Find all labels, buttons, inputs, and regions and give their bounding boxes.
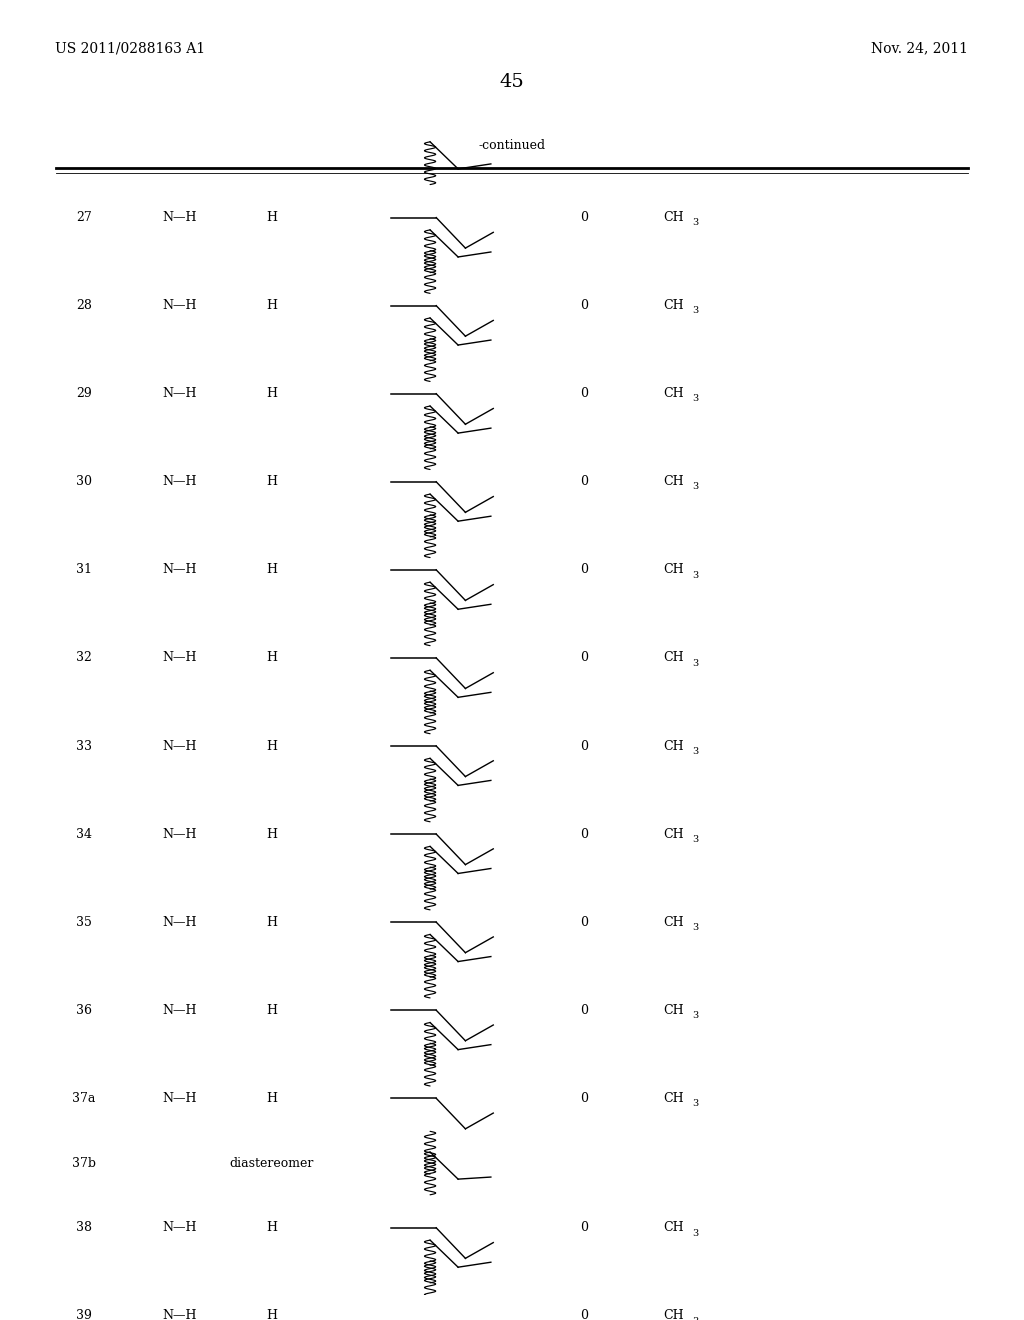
Text: H: H xyxy=(266,1092,276,1105)
Text: 3: 3 xyxy=(692,1011,698,1020)
Text: H: H xyxy=(266,1003,276,1016)
Text: N—H: N—H xyxy=(162,211,197,224)
Text: 29: 29 xyxy=(76,387,92,400)
Text: H: H xyxy=(266,387,276,400)
Text: CH: CH xyxy=(664,564,684,577)
Text: 28: 28 xyxy=(76,300,92,312)
Text: N—H: N—H xyxy=(162,387,197,400)
Text: CH: CH xyxy=(664,916,684,929)
Text: N—H: N—H xyxy=(162,1309,197,1320)
Text: -continued: -continued xyxy=(478,139,546,152)
Text: 3: 3 xyxy=(692,218,698,227)
Text: 27: 27 xyxy=(76,211,92,224)
Text: 0: 0 xyxy=(580,475,588,488)
Text: CH: CH xyxy=(664,1221,684,1234)
Text: 32: 32 xyxy=(76,652,92,664)
Text: N—H: N—H xyxy=(162,828,197,841)
Text: N—H: N—H xyxy=(162,916,197,929)
Text: 0: 0 xyxy=(580,652,588,664)
Text: 3: 3 xyxy=(692,1229,698,1238)
Text: N—H: N—H xyxy=(162,1221,197,1234)
Text: 0: 0 xyxy=(580,1221,588,1234)
Text: 0: 0 xyxy=(580,1309,588,1320)
Text: 31: 31 xyxy=(76,564,92,577)
Text: 0: 0 xyxy=(580,739,588,752)
Text: 0: 0 xyxy=(580,387,588,400)
Text: 3: 3 xyxy=(692,923,698,932)
Text: N—H: N—H xyxy=(162,1003,197,1016)
Text: 3: 3 xyxy=(692,659,698,668)
Text: CH: CH xyxy=(664,1092,684,1105)
Text: H: H xyxy=(266,1309,276,1320)
Text: 0: 0 xyxy=(580,211,588,224)
Text: 3: 3 xyxy=(692,570,698,579)
Text: N—H: N—H xyxy=(162,475,197,488)
Text: 33: 33 xyxy=(76,739,92,752)
Text: 3: 3 xyxy=(692,834,698,843)
Text: CH: CH xyxy=(664,211,684,224)
Text: 3: 3 xyxy=(692,1316,698,1320)
Text: CH: CH xyxy=(664,387,684,400)
Text: H: H xyxy=(266,1221,276,1234)
Text: 0: 0 xyxy=(580,828,588,841)
Text: H: H xyxy=(266,564,276,577)
Text: 0: 0 xyxy=(580,300,588,312)
Text: N—H: N—H xyxy=(162,652,197,664)
Text: 34: 34 xyxy=(76,828,92,841)
Text: 3: 3 xyxy=(692,395,698,404)
Text: diastereomer: diastereomer xyxy=(229,1156,313,1170)
Text: 39: 39 xyxy=(76,1309,92,1320)
Text: N—H: N—H xyxy=(162,300,197,312)
Text: CH: CH xyxy=(664,1309,684,1320)
Text: 0: 0 xyxy=(580,564,588,577)
Text: H: H xyxy=(266,475,276,488)
Text: 0: 0 xyxy=(580,1003,588,1016)
Text: CH: CH xyxy=(664,475,684,488)
Text: H: H xyxy=(266,916,276,929)
Text: 3: 3 xyxy=(692,747,698,755)
Text: H: H xyxy=(266,828,276,841)
Text: 38: 38 xyxy=(76,1221,92,1234)
Text: US 2011/0288163 A1: US 2011/0288163 A1 xyxy=(55,41,206,55)
Text: CH: CH xyxy=(664,1003,684,1016)
Text: 37a: 37a xyxy=(73,1092,95,1105)
Text: CH: CH xyxy=(664,739,684,752)
Text: 3: 3 xyxy=(692,306,698,315)
Text: 35: 35 xyxy=(76,916,92,929)
Text: 3: 3 xyxy=(692,1100,698,1107)
Text: H: H xyxy=(266,211,276,224)
Text: CH: CH xyxy=(664,828,684,841)
Text: 36: 36 xyxy=(76,1003,92,1016)
Text: H: H xyxy=(266,652,276,664)
Text: H: H xyxy=(266,739,276,752)
Text: 37b: 37b xyxy=(72,1156,96,1170)
Text: 45: 45 xyxy=(500,73,524,91)
Text: Nov. 24, 2011: Nov. 24, 2011 xyxy=(870,41,968,55)
Text: H: H xyxy=(266,300,276,312)
Text: CH: CH xyxy=(664,652,684,664)
Text: N—H: N—H xyxy=(162,564,197,577)
Text: N—H: N—H xyxy=(162,739,197,752)
Text: 3: 3 xyxy=(692,483,698,491)
Text: 0: 0 xyxy=(580,916,588,929)
Text: 0: 0 xyxy=(580,1092,588,1105)
Text: 30: 30 xyxy=(76,475,92,488)
Text: N—H: N—H xyxy=(162,1092,197,1105)
Text: CH: CH xyxy=(664,300,684,312)
